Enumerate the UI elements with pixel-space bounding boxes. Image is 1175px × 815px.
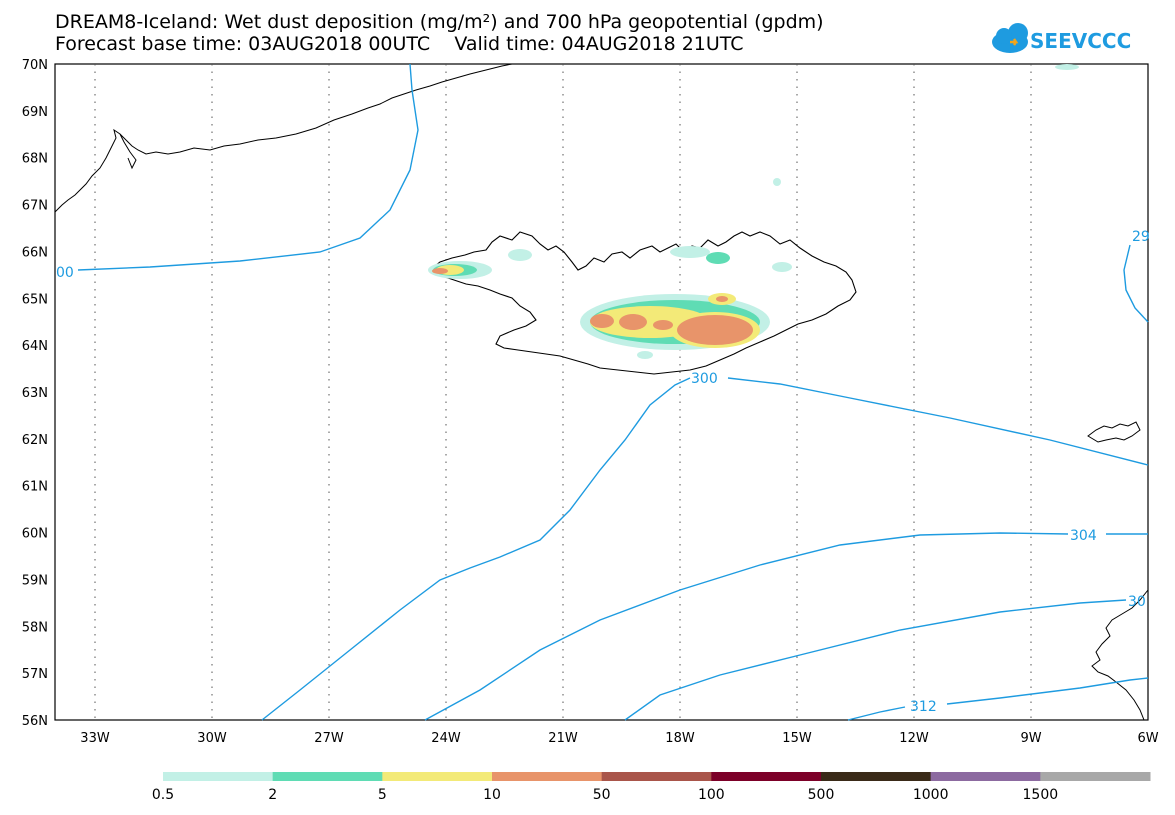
lon-label: 27W: [314, 731, 344, 746]
graticule: [94, 64, 1032, 720]
map-subtitle: Forecast base time: 03AUG2018 00UTC Vali…: [55, 33, 744, 55]
lon-label: 21W: [548, 731, 578, 746]
legend-swatch: [601, 772, 712, 781]
lon-label: 24W: [431, 731, 461, 746]
lon-label: 15W: [782, 731, 812, 746]
greenland-coastline-inlet: [119, 133, 137, 170]
contour-label-296: 29: [1132, 229, 1150, 245]
lat-label: 68N: [22, 152, 48, 167]
legend-swatch: [492, 772, 603, 781]
lon-label: 30W: [197, 731, 227, 746]
lat-label: 58N: [22, 620, 48, 635]
cloud-icon: [992, 23, 1028, 53]
legend-swatch: [163, 772, 274, 781]
legend-swatch: [382, 772, 493, 781]
greenland-coastline: [54, 63, 513, 213]
contour-line-304: [424, 532, 1069, 721]
legend-swatch: [711, 772, 822, 781]
wet-dust-deposition-areas: [428, 64, 1079, 359]
svg-text:SEEVCCC: SEEVCCC: [1030, 29, 1131, 53]
longitude-labels: 33W 30W 27W 24W 21W 18W 15W 12W 9W 6W: [80, 731, 1158, 746]
contour-line-300-right: [727, 377, 1149, 466]
legend-label: 50: [593, 787, 611, 803]
contour-line-296: [1123, 244, 1149, 323]
contour-line-312: [847, 706, 906, 721]
lat-label: 69N: [22, 105, 48, 120]
contour-label-300: 300: [691, 371, 718, 387]
legend-label: 10: [483, 787, 501, 803]
map-frame: [54, 63, 1149, 721]
lon-label: 9W: [1020, 731, 1041, 746]
contour-label-308: 30: [1128, 594, 1146, 610]
seevccc-logo: SEEVCCC: [992, 23, 1131, 53]
lon-label: 33W: [80, 731, 110, 746]
legend-label: 2: [268, 787, 277, 803]
lat-label: 62N: [22, 433, 48, 448]
color-legend: [163, 772, 1151, 781]
legend-swatch: [1040, 772, 1151, 781]
geopotential-contours: [77, 63, 1149, 721]
lat-label: 56N: [22, 714, 48, 729]
legend-swatch: [272, 772, 383, 781]
lat-label: 64N: [22, 339, 48, 354]
legend-label: 1000: [913, 787, 949, 803]
lat-label: 67N: [22, 199, 48, 214]
lat-label: 65N: [22, 292, 48, 307]
legend-swatch: [821, 772, 932, 781]
legend-label: 5: [378, 787, 387, 803]
latitude-labels: 70N 69N 68N 67N 66N 65N 64N 63N 62N 61N 60N 59N 58N 5…: [22, 58, 48, 729]
contour-line-left: [77, 63, 419, 271]
contour-label-304: 304: [1070, 528, 1097, 544]
lat-label: 70N: [22, 58, 48, 73]
legend-labels: 0.5 2 5 10 50 100 500 1000 1500: [152, 787, 1058, 803]
lon-label: 12W: [899, 731, 929, 746]
lat-label: 57N: [22, 667, 48, 682]
faroe-islands: [1087, 421, 1141, 443]
lat-label: 66N: [22, 245, 48, 260]
contour-line-300: [261, 377, 691, 721]
lat-label: 63N: [22, 386, 48, 401]
scotland-coastline: [1091, 589, 1149, 721]
lat-label: 61N: [22, 480, 48, 495]
contour-label-312: 312: [910, 699, 937, 715]
iceland-coastline: [428, 231, 857, 375]
legend-label: 0.5: [152, 787, 174, 803]
legend-label: 1500: [1023, 787, 1059, 803]
contour-label-left: 00: [56, 265, 74, 281]
legend-label: 500: [808, 787, 835, 803]
contour-line-312-right: [946, 677, 1149, 705]
lon-label: 18W: [665, 731, 695, 746]
contour-line-308: [624, 599, 1127, 721]
lon-label: 6W: [1137, 731, 1158, 746]
legend-label: 100: [698, 787, 725, 803]
legend-swatch: [930, 772, 1041, 781]
map-title: DREAM8-Iceland: Wet dust deposition (mg/…: [55, 11, 824, 33]
lat-label: 59N: [22, 573, 48, 588]
lat-label: 60N: [22, 527, 48, 542]
